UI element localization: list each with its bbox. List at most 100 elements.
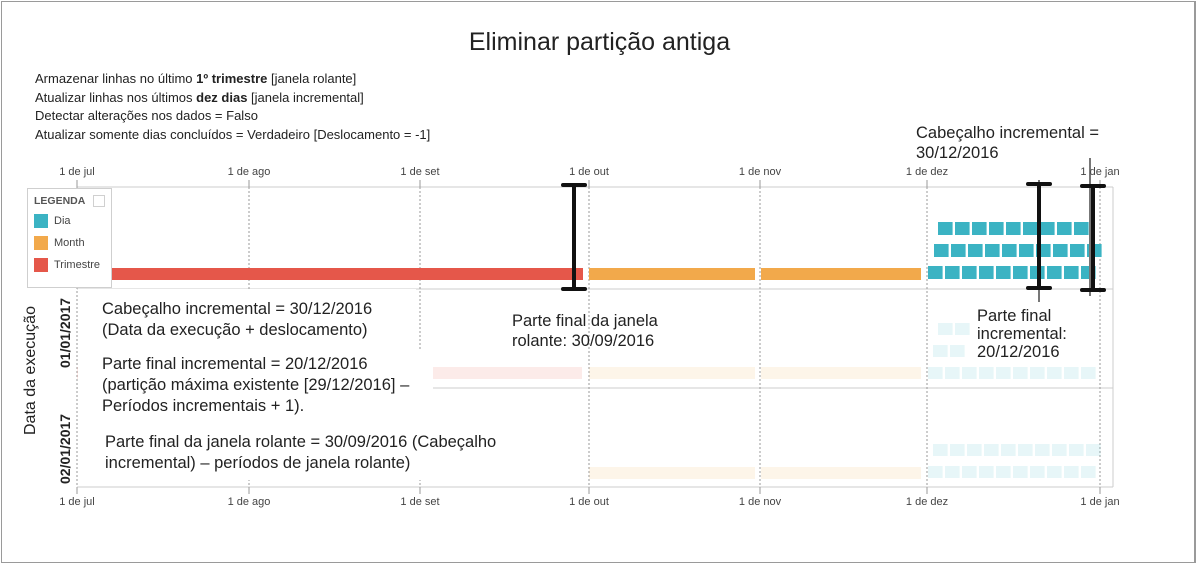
legend-label: Dia: [54, 214, 71, 227]
top-axis-label: 1 de out: [569, 166, 609, 178]
day-partition-block-faded: [1081, 367, 1096, 379]
day-partition-block: [1013, 266, 1028, 279]
day-partition-block-faded: [938, 323, 953, 335]
day-partition-block: [928, 266, 943, 279]
legend-toggle-icon[interactable]: [93, 195, 105, 207]
day-partition-block-faded: [928, 367, 943, 379]
callout-rolling-end: Parte final da janela rolante = 30/09/20…: [80, 429, 532, 480]
parameters-block: Armazenar linhas no último 1º trimestre …: [35, 70, 430, 144]
callout-incremental-header: Cabeçalho incremental = 30/12/2016 (Data…: [78, 289, 416, 349]
legend-item-trimestre: Trimestre: [34, 257, 100, 272]
top-axis-label: 1 de jan: [1080, 166, 1120, 178]
day-partition-block-faded: [1064, 367, 1079, 379]
legend-title: LEGENDA: [34, 195, 86, 207]
legend-swatch: [34, 213, 48, 228]
legend-item-month: Month: [34, 235, 85, 250]
callout-incremental-end: Parte final incremental = 20/12/2016 (pa…: [78, 349, 433, 429]
day-partition-block-faded: [1047, 367, 1062, 379]
day-partition-block-faded: [979, 466, 994, 478]
day-partition-block: [962, 266, 977, 279]
day-partition-block: [1019, 244, 1034, 257]
bottom-axis-label: 1 de set: [400, 496, 440, 508]
day-partition-block: [1047, 266, 1062, 279]
bottom-axis-label: 1 de ago: [227, 496, 271, 508]
day-partition-block-faded: [962, 367, 977, 379]
day-partition-block-faded: [955, 323, 970, 335]
month-partition-bar: [761, 268, 921, 280]
day-partition-block-faded: [950, 345, 965, 357]
y-axis-label: Data da execução: [22, 306, 39, 435]
day-partition-block-faded: [979, 367, 994, 379]
day-partition-block-faded: [967, 444, 982, 456]
month-partition-bar-faded: [761, 367, 921, 379]
day-partition-block-faded: [1081, 466, 1096, 478]
day-partition-block-faded: [933, 444, 948, 456]
day-partition-block-faded: [1013, 367, 1028, 379]
bottom-axis-label: 1 de jan: [1080, 496, 1120, 508]
parameter-line: Atualizar somente dias concluídos = Verd…: [35, 126, 431, 142]
bottom-axis-label: 1 de out: [569, 496, 609, 508]
top-axis-label: 1 de dez: [905, 166, 949, 178]
day-partition-block-faded: [1047, 466, 1062, 478]
day-partition-block-faded: [1086, 444, 1101, 456]
day-partition-block: [1002, 244, 1017, 257]
day-partition-block: [1053, 244, 1068, 257]
day-partition-block: [985, 244, 1000, 257]
day-partition-block-faded: [933, 345, 948, 357]
day-partition-block: [989, 222, 1004, 235]
figure-title: Eliminar partição antiga: [468, 28, 731, 56]
day-partition-block: [996, 266, 1011, 279]
day-partition-block: [1023, 222, 1038, 235]
bottom-axis-label: 1 de jul: [59, 496, 95, 508]
day-partition-block-faded: [984, 444, 999, 456]
day-partition-block: [951, 244, 966, 257]
day-partition-block-faded: [1052, 444, 1067, 456]
parameter-line: Atualizar linhas nos últimos dez dias [j…: [35, 89, 364, 105]
day-partition-block-faded: [962, 466, 977, 478]
day-partition-block: [1074, 222, 1089, 235]
day-partition-block: [1006, 222, 1021, 235]
day-partition-block-faded: [928, 466, 943, 478]
day-partition-block: [945, 266, 960, 279]
row-label-2: 02/01/2017: [57, 413, 73, 484]
day-partition-block-faded: [1001, 444, 1016, 456]
day-partition-block-faded: [1030, 367, 1045, 379]
legend-label: Trimestre: [54, 258, 101, 271]
day-partition-block-faded: [996, 466, 1011, 478]
day-partition-block-faded: [1064, 466, 1079, 478]
day-partition-block: [979, 266, 994, 279]
callout-text: Parte final incremental = 20/12/2016 (pa…: [102, 355, 410, 415]
day-partition-block-faded: [945, 367, 960, 379]
day-partition-block: [934, 244, 949, 257]
month-partition-bar-faded: [589, 467, 755, 479]
top-axis-label: 1 de jul: [59, 166, 95, 178]
day-partition-block-faded: [1018, 444, 1033, 456]
day-partition-block: [938, 222, 953, 235]
day-partition-block: [1057, 222, 1072, 235]
day-partition-block-faded: [1035, 444, 1050, 456]
legend-label: Month: [54, 236, 85, 249]
annotation-rolling-end: Parte final da janela rolante: 30/09/201…: [512, 312, 658, 350]
day-partition-block-faded: [1013, 466, 1028, 478]
top-axis-label: 1 de ago: [227, 166, 271, 178]
day-partition-block: [955, 222, 970, 235]
top-axis-label: 1 de set: [400, 166, 440, 178]
parameter-line: Detectar alterações nos dados = Falso: [35, 108, 258, 123]
bottom-axis-label: 1 de dez: [905, 496, 949, 508]
day-partition-block: [1070, 244, 1085, 257]
day-partition-block-faded: [996, 367, 1011, 379]
quarter-partition-bar: [77, 268, 583, 280]
day-partition-block: [968, 244, 983, 257]
bottom-axis-label: 1 de nov: [738, 496, 782, 508]
day-partition-block-faded: [945, 466, 960, 478]
top-axis-label: 1 de nov: [738, 166, 782, 178]
legend-swatch: [34, 235, 48, 250]
callout-text: Parte final da janela rolante = 30/09/20…: [105, 433, 497, 472]
parameter-line: Armazenar linhas no último 1º trimestre …: [35, 71, 357, 86]
day-partition-block-faded: [1069, 444, 1084, 456]
month-partition-bar-faded: [589, 367, 755, 379]
day-partition-block-faded: [950, 444, 965, 456]
month-partition-bar-faded: [761, 467, 921, 479]
